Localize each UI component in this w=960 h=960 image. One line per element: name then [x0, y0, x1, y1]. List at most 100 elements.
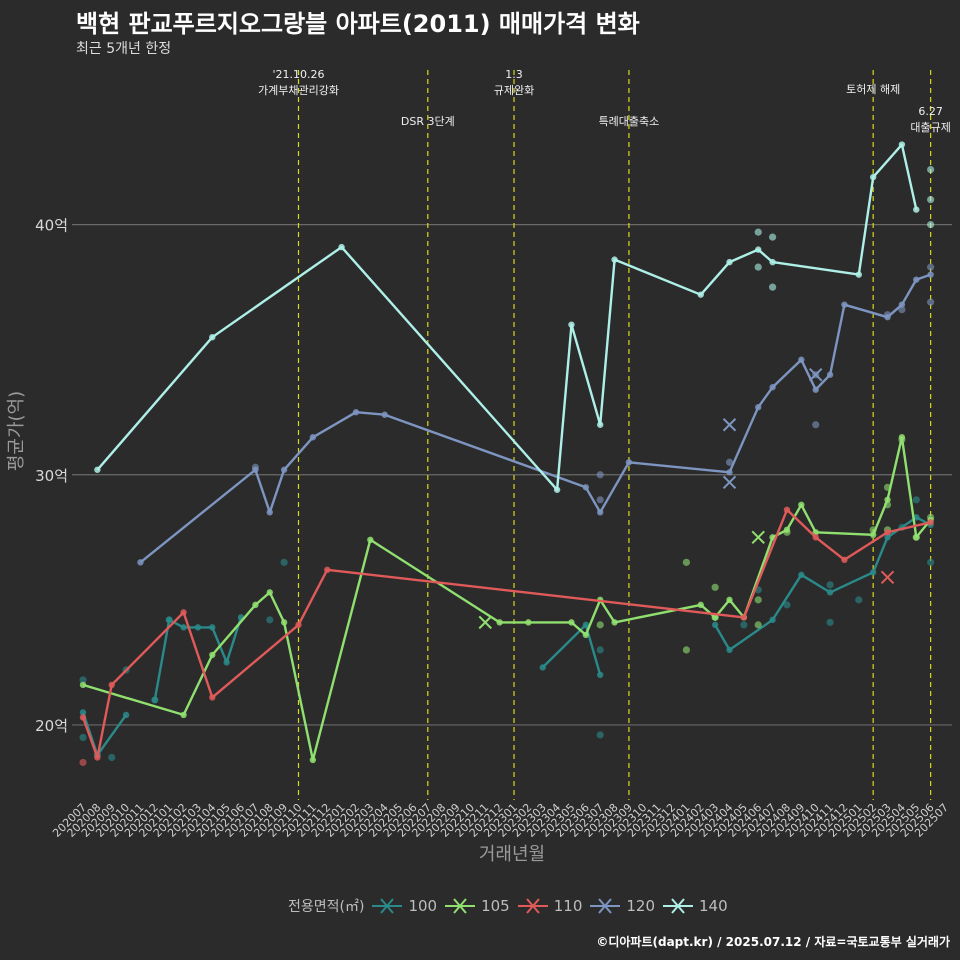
line-point-105 [266, 589, 273, 596]
event-label: 1.3 규제완화 [494, 68, 534, 97]
data-point-105 [596, 621, 604, 629]
data-point-100 [826, 581, 834, 589]
line-point-140 [769, 258, 776, 266]
line-point-100 [180, 624, 187, 631]
line-point-120 [927, 271, 934, 278]
y-tick-label: 40억 [35, 217, 68, 235]
plot-panel [72, 62, 952, 800]
x-mark-105 [478, 615, 492, 630]
line-point-105 [783, 526, 791, 534]
data-point-120 [596, 471, 604, 479]
line-point-100 [151, 696, 159, 704]
line-point-120 [309, 434, 317, 441]
line-point-100 [826, 589, 834, 596]
line-point-120 [266, 509, 273, 516]
x-mark-105 [751, 530, 765, 545]
line-point-110 [79, 714, 87, 721]
y-axis-title: 평균가(억) [6, 391, 27, 471]
data-point-140 [769, 233, 777, 241]
data-point-105 [682, 558, 691, 566]
line-point-140 [568, 321, 575, 328]
line-point-110 [740, 614, 748, 621]
data-point-100 [740, 621, 748, 629]
line-point-140 [898, 141, 906, 148]
x-mark-120 [722, 418, 737, 432]
data-point-100 [266, 616, 274, 624]
data-point-105 [754, 596, 762, 604]
line-point-105 [280, 619, 288, 626]
legend-title: 전용면적(㎡) [288, 899, 365, 915]
line-point-120 [381, 411, 388, 418]
line-point-105 [209, 651, 216, 659]
legend-item-140[interactable]: 140 [661, 896, 728, 916]
legend-label: 100 [408, 897, 438, 915]
line-point-120 [798, 356, 805, 363]
legend-label: 110 [553, 897, 583, 915]
data-point-140 [927, 165, 935, 174]
line-point-110 [884, 529, 891, 536]
line-point-105 [913, 534, 920, 541]
event-label: '21.10.26 가계부채관리강화 [258, 68, 339, 97]
legend-key-icon [372, 898, 403, 914]
line-point-120 [597, 509, 604, 516]
line-point-100 [726, 646, 733, 654]
line-point-105 [568, 619, 575, 626]
data-point-140 [927, 221, 935, 229]
data-point-100 [596, 731, 604, 739]
line-point-105 [252, 601, 259, 609]
x-mark-120 [808, 368, 823, 382]
line-point-120 [898, 301, 906, 308]
event-label: DSR 3단계 [401, 115, 455, 128]
line-point-140 [855, 271, 862, 278]
line-point-105 [812, 529, 819, 536]
line-point-140 [209, 333, 216, 341]
line-point-140 [755, 246, 762, 253]
chart-title: 백현 판교푸르지오그랑블 아파트(2011) 매매가격 변화 [76, 10, 640, 38]
legend-item-120[interactable]: 120 [588, 896, 655, 916]
data-point-100 [855, 596, 863, 604]
line-point-100 [79, 709, 87, 716]
line-point-110 [108, 681, 115, 689]
data-point-120 [725, 458, 734, 466]
legend-item-100[interactable]: 100 [370, 896, 437, 916]
data-point-140 [769, 283, 777, 291]
line-point-100 [209, 624, 216, 631]
line-point-120 [841, 301, 848, 308]
data-point-105 [682, 646, 691, 654]
legend-label: 140 [699, 897, 728, 915]
line-point-120 [826, 371, 834, 378]
event-label: 특례대출축소 [599, 115, 660, 128]
data-point-120 [596, 496, 604, 504]
line-point-110 [841, 556, 848, 564]
line-point-120 [582, 484, 590, 491]
line-point-140 [597, 421, 604, 428]
source-caption: ©디아파트(dapt.kr) / 2025.07.12 / 자료=국토교통부 실… [596, 935, 950, 949]
line-point-100 [597, 671, 604, 679]
line-point-100 [194, 624, 202, 631]
line-point-140 [553, 486, 561, 493]
line-point-105 [898, 434, 906, 441]
line-point-120 [884, 313, 891, 321]
legend-key-icon [517, 898, 548, 914]
line-point-105 [697, 601, 704, 609]
data-point-120 [927, 298, 935, 306]
line-point-120 [913, 276, 920, 283]
line-point-100 [122, 711, 130, 719]
line-point-110 [94, 754, 101, 761]
line-point-105 [798, 501, 805, 508]
data-point-100 [783, 601, 791, 609]
data-point-110 [79, 758, 87, 767]
x-axis-title: 거래년월 [479, 844, 545, 865]
line-point-110 [295, 621, 302, 629]
legend: 전용면적(㎡) 100 105 110 120 140 [288, 896, 734, 916]
line-point-100 [582, 621, 590, 629]
data-point-140 [754, 263, 762, 271]
legend-label: 105 [481, 897, 510, 915]
legend-item-110[interactable]: 110 [516, 896, 583, 916]
data-point-100 [596, 646, 604, 654]
line-point-120 [769, 384, 776, 391]
line-point-105 [884, 496, 891, 503]
data-point-100 [927, 558, 935, 566]
legend-item-105[interactable]: 105 [443, 896, 510, 916]
